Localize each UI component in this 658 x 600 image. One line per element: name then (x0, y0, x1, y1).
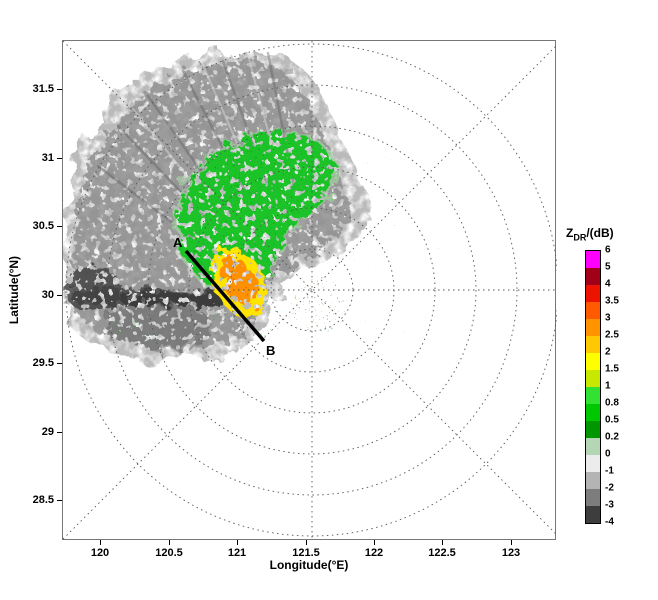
core-red-1 (228, 264, 242, 282)
colorbar-tick-label: -2 (605, 482, 614, 494)
x-tick-label: 120 (90, 547, 110, 559)
colorbar-tick-label: -3 (605, 499, 614, 511)
colorbar-tick-label: 2.5 (605, 329, 619, 341)
colorbar-segment (586, 336, 600, 353)
echo-dark-blob-west (65, 265, 121, 313)
y-tick-label: 29.5 (32, 357, 54, 369)
x-tick-mark (374, 540, 375, 545)
cross-section-label-b: B (266, 343, 275, 358)
cross-section-label-a: A (173, 235, 183, 250)
sw-cell-yellow (121, 323, 133, 333)
colorbar-segment (586, 251, 600, 268)
colorbar-tick-label: 5 (605, 261, 611, 273)
y-tick-mark (57, 226, 62, 227)
colorbar-segment (586, 302, 600, 319)
ground-clutter-cluster (291, 277, 347, 333)
y-tick-label: 31.5 (32, 83, 54, 95)
colorbar-tick-label: 0.2 (605, 431, 619, 443)
y-tick-mark (57, 363, 62, 364)
colorbar-tick-label: 0.8 (605, 397, 619, 409)
colorbar-title-base: Z (566, 226, 574, 240)
echo-green-sw-2 (141, 331, 185, 351)
x-axis-label: Longitude(°E) (269, 558, 349, 572)
colorbar-tick-label: 6 (605, 244, 611, 256)
colorbar-segment (586, 353, 600, 370)
x-tick-label: 123 (501, 547, 521, 559)
top-arc-fragments (131, 68, 294, 173)
colorbar-tick-label: 0.5 (605, 414, 619, 426)
colorbar-segment (586, 438, 600, 455)
x-tick-mark (169, 540, 170, 545)
colorbar-tick-label: 2 (605, 346, 611, 358)
radar-plot-svg: A B (63, 41, 557, 541)
colorbar-tick-label: -1 (605, 465, 614, 477)
colorbar-title-sub: DR (573, 232, 587, 243)
colorbar-segment (586, 404, 600, 421)
echo-green-northeast (313, 135, 353, 187)
echo-faint-south (338, 351, 388, 391)
echo-faint-east (343, 211, 463, 351)
colorbar-title-unit: /(dB) (586, 226, 614, 240)
echo-faint-northeast (343, 151, 403, 231)
core-yellow-tail (252, 311, 266, 323)
colorbar-segment (586, 506, 600, 523)
colorbar-segment (586, 268, 600, 285)
y-tick-label: 29 (41, 426, 54, 438)
x-tick-label: 120.5 (155, 547, 183, 559)
y-tick-label: 30.5 (32, 220, 54, 232)
colorbar-segment (586, 455, 600, 472)
plot-area: A B (62, 40, 557, 541)
y-tick-label: 28.5 (32, 494, 54, 506)
range-rings (63, 41, 557, 541)
x-tick-label: 121.5 (292, 547, 320, 559)
x-tick-label: 122 (364, 547, 384, 559)
colorbar-tick-label: -4 (605, 516, 614, 528)
colorbar-segment (586, 319, 600, 336)
colorbar-segment (586, 472, 600, 489)
y-tick-label: 30 (41, 289, 54, 301)
y-tick-mark (57, 89, 62, 90)
y-tick-label: 31 (41, 152, 54, 164)
x-tick-mark (100, 540, 101, 545)
colorbar-bar (585, 250, 601, 524)
x-tick-mark (442, 540, 443, 545)
x-tick-label: 122.5 (428, 547, 456, 559)
x-tick-label: 121 (227, 547, 247, 559)
x-tick-mark (306, 540, 307, 545)
colorbar-tick-label: 3.5 (605, 295, 619, 307)
colorbar-segment (586, 489, 600, 506)
colorbar-tick-label: 1.5 (605, 363, 619, 375)
colorbar-tick-label: 0 (605, 448, 611, 460)
x-tick-mark (237, 540, 238, 545)
colorbar-tick-label: 3 (605, 312, 611, 324)
cross-section-line: A B (173, 235, 275, 358)
y-tick-mark (57, 158, 62, 159)
x-tick-mark (511, 540, 512, 545)
y-tick-mark (57, 295, 62, 296)
radar-echo-art (65, 49, 463, 391)
colorbar-segment (586, 285, 600, 302)
y-tick-mark (57, 432, 62, 433)
y-tick-mark (57, 500, 62, 501)
colorbar-tick-label: 1 (605, 380, 611, 392)
colorbar-segment (586, 370, 600, 387)
colorbar-segment (586, 421, 600, 438)
colorbar-title: ZDR/(dB) (566, 226, 614, 242)
colorbar-segment (586, 387, 600, 404)
core-red-2 (240, 284, 250, 298)
colorbar-tick-label: 4 (605, 278, 611, 290)
